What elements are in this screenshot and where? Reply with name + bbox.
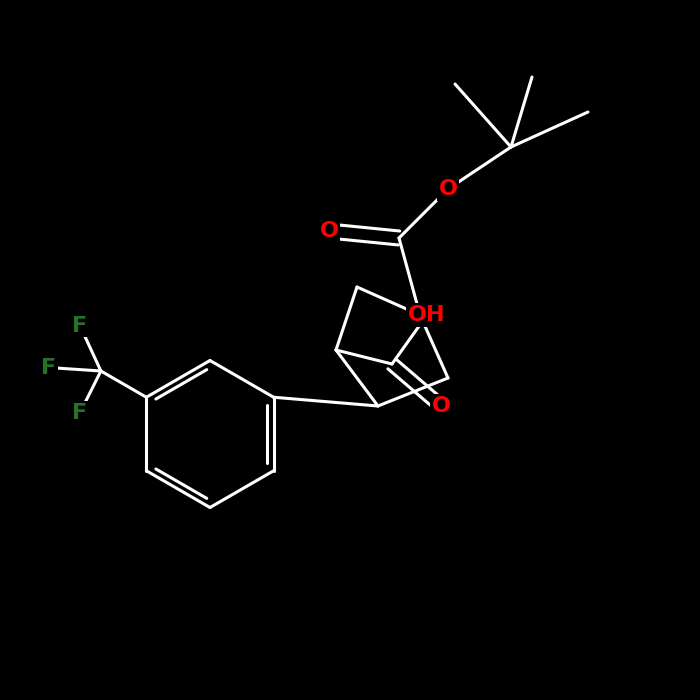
Text: O: O (438, 179, 458, 199)
Text: OH: OH (408, 305, 446, 325)
Text: O: O (319, 221, 339, 241)
Text: F: F (72, 403, 88, 423)
Text: F: F (72, 316, 88, 335)
Text: N: N (411, 305, 429, 325)
Text: F: F (41, 358, 56, 377)
Text: O: O (431, 396, 451, 416)
